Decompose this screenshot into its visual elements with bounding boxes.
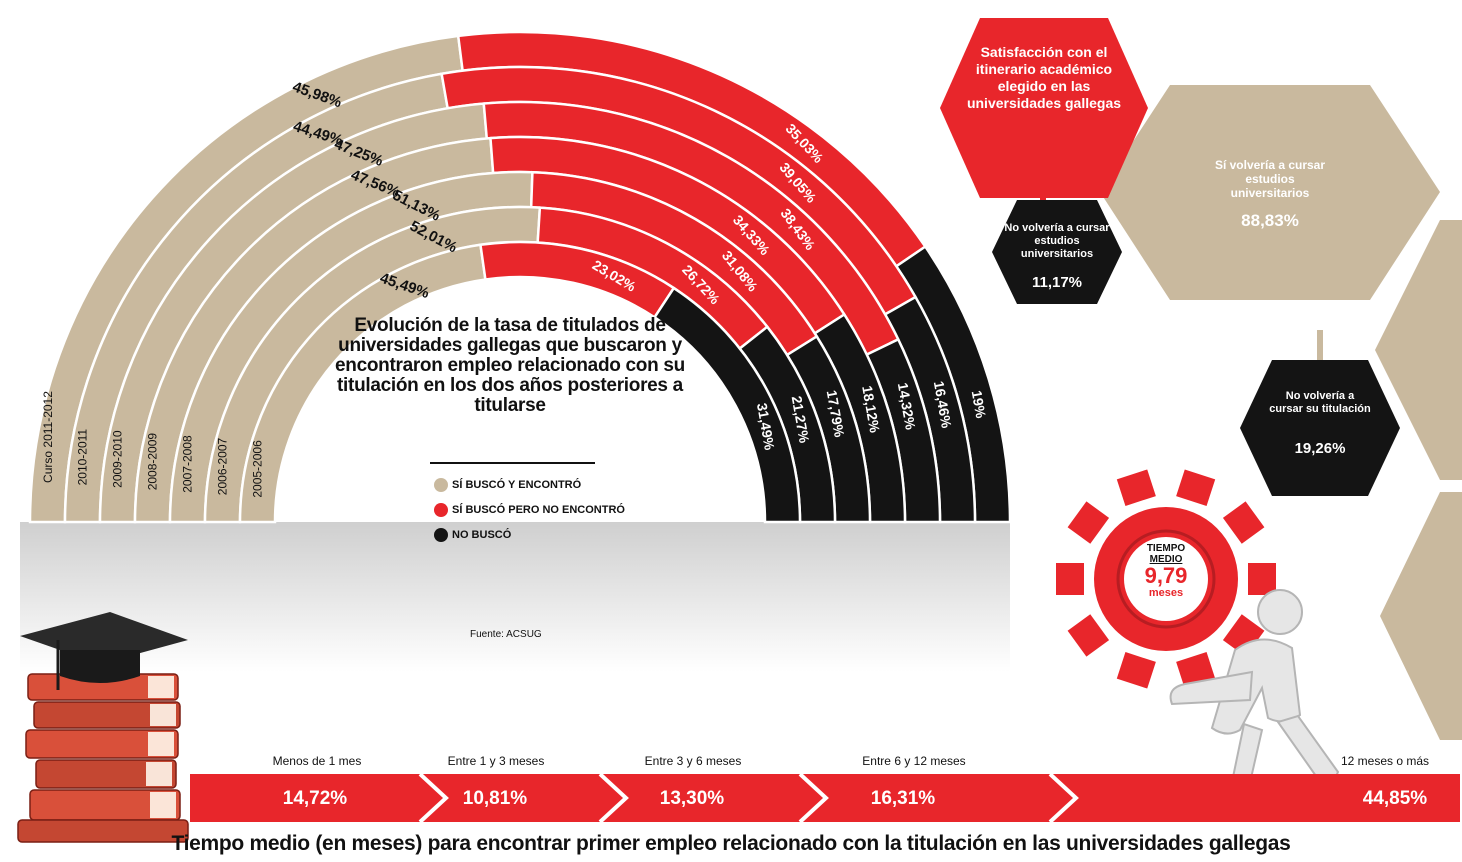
legend-label-not-found: SÍ BUSCÓ PERO NO ENCONTRÓ [452,503,625,516]
category-label-1: 2010-2011 [76,429,90,486]
gear-icon [1056,469,1276,689]
yes-again-label: Sí volvería a cursar estudios universita… [1214,158,1326,200]
legend-swatch-no-search [434,527,448,542]
legend-item-found: SÍ BUSCÓ Y ENCONTRÓ [434,472,625,497]
hex-red-title [940,18,1148,198]
title-divider [430,462,595,464]
gear-tooth-1 [1222,614,1265,657]
gear-value: 9,79 [1144,563,1188,588]
time-segment-label-2: Entre 3 y 6 meses [644,754,742,768]
gear-tooth-9 [1222,501,1265,544]
no-degree-label: No volvería a cursar su titulación [1269,390,1371,415]
gear-tooth-3 [1116,652,1156,689]
legend-label-found: SÍ BUSCÓ Y ENCONTRÓ [452,478,582,491]
chart-floor-reflection [20,522,1010,672]
time-segment-label-0: Menos de 1 mes [272,754,362,768]
band-chevron-3 [798,774,829,822]
time-segment-value-1: 10,81% [462,788,528,809]
no-uni-label: No volvería a cursar estudios universita… [1004,222,1110,260]
legend-swatch-found [434,477,448,492]
category-label-6: 2005-2006 [250,440,264,498]
hex-beige-edge-bottom [1380,492,1462,740]
satisfaction-title: Satisfacción con el itinerario académico… [966,44,1122,111]
chart-source: Fuente: ACSUG [470,629,542,640]
category-label-4: 2007-2008 [180,435,194,493]
legend-item-not-found: SÍ BUSCÓ PERO NO ENCONTRÓ [434,497,625,522]
category-label-5: 2006-2007 [215,437,229,495]
legend-item-no-search: NO BUSCÓ [434,522,625,547]
gear-unit: meses [1148,587,1184,599]
gear-center-badge: TIEMPO MEDIO 9,79 meses [1124,537,1208,621]
time-to-job-title: Tiempo medio (en meses) para encontrar p… [171,832,1291,855]
time-segment-label-3: Entre 6 y 12 meses [862,754,966,768]
legend-label-no-search: NO BUSCÓ [452,528,512,541]
category-label-3: 2008-2009 [146,433,160,491]
time-segment-value-4: 44,85% [1362,788,1428,809]
time-segment-value-0: 14,72% [282,788,348,809]
category-label-2: 2009-2010 [111,430,125,488]
value-label-no-search-0: 19% [969,389,990,420]
band-chevron-1 [418,774,449,822]
gear-tooth-4 [1067,614,1110,657]
time-segment-value-2: 13,30% [659,788,725,809]
no-uni-value: 11,17% [1031,274,1083,291]
gear-tooth-0 [1248,563,1276,595]
chart-title: Evolución de la tasa de titulados de uni… [335,315,685,416]
time-to-job-band [190,774,1460,822]
gear-tooth-7 [1116,469,1156,506]
gear-tooth-6 [1067,501,1110,544]
hex-black-no-uni [992,200,1122,304]
hex-black-no-degree [1240,360,1400,496]
gear-tooth-8 [1176,469,1216,506]
chart-legend: SÍ BUSCÓ Y ENCONTRÓ SÍ BUSCÓ PERO NO ENC… [434,472,625,547]
gear-tooth-5 [1056,563,1084,595]
time-segment-label-1: Entre 1 y 3 meses [447,754,545,768]
time-segment-label-4: 12 meses o más [1340,754,1430,768]
category-label-0: Curso 2011-2012 [41,391,55,483]
no-degree-value: 19,26% [1294,440,1346,457]
legend-swatch-not-found [434,502,448,517]
hex-beige-edge-top [1375,220,1462,480]
band-chevron-2 [598,774,629,822]
time-segment-value-3: 16,31% [870,788,936,809]
yes-again-value: 88,83% [1241,211,1299,230]
gear-line1: TIEMPO [1146,543,1186,554]
arc-2-6 [652,286,802,524]
band-chevron-4 [1048,774,1079,822]
gear-line2: MEDIO [1149,554,1183,565]
hex-beige-large [1100,85,1440,300]
